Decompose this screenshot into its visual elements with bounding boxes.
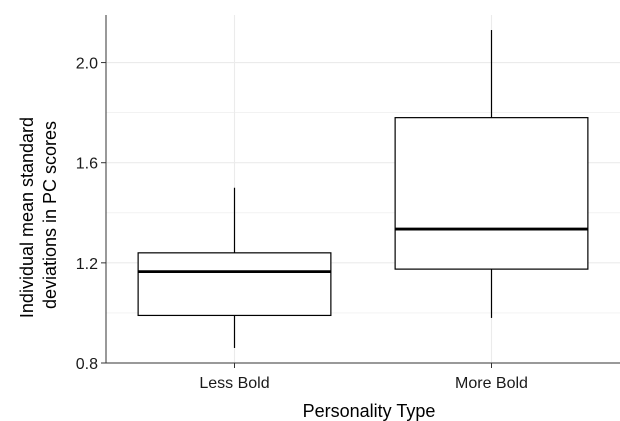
box-less-bold bbox=[137, 187, 332, 348]
x-tick-label: Less Bold bbox=[199, 375, 269, 392]
box-more-bold bbox=[394, 30, 589, 318]
y-axis-title-line-2: deviations in PC scores bbox=[40, 121, 60, 309]
y-tick-label: 1.2 bbox=[76, 256, 98, 273]
labels: 0.8 1.2 1.6 2.0 Less Bold More Bold bbox=[76, 56, 528, 392]
iqr-box bbox=[137, 252, 332, 317]
x-tick-label: More Bold bbox=[455, 375, 528, 392]
iqr-box bbox=[394, 117, 589, 270]
y-tick-label: 1.6 bbox=[76, 156, 98, 173]
y-tick-label: 0.8 bbox=[76, 356, 98, 373]
y-axis-title: Individual mean standard deviations in P… bbox=[17, 112, 60, 318]
y-axis-title-line-1: Individual mean standard bbox=[17, 117, 37, 318]
x-axis-title: Personality Type bbox=[303, 401, 436, 421]
y-tick-label: 2.0 bbox=[76, 56, 98, 73]
boxes bbox=[137, 30, 589, 348]
axes bbox=[101, 15, 620, 368]
